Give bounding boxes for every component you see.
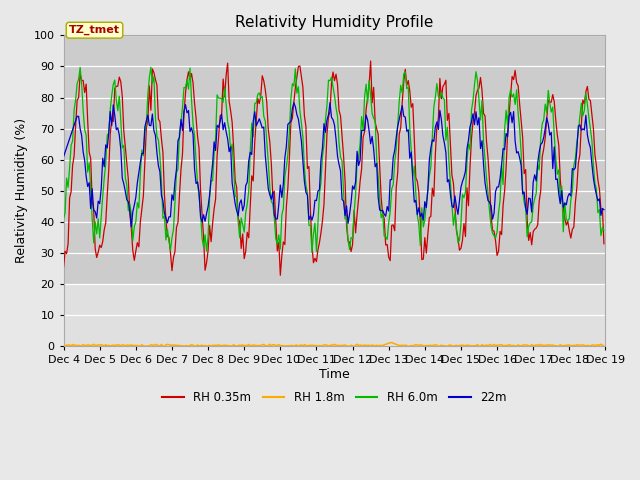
22m	[250, 118, 257, 124]
Line: RH 6.0m: RH 6.0m	[63, 67, 604, 252]
22m	[573, 146, 580, 152]
RH 6.0m	[250, 134, 257, 140]
22m	[222, 129, 230, 135]
RH 6.0m	[222, 101, 230, 107]
RH 1.8m	[241, 343, 248, 348]
Line: RH 0.35m: RH 0.35m	[63, 61, 604, 276]
RH 1.8m	[250, 342, 257, 348]
Legend: RH 0.35m, RH 1.8m, RH 6.0m, 22m: RH 0.35m, RH 1.8m, RH 6.0m, 22m	[157, 386, 511, 409]
RH 1.8m	[60, 343, 67, 348]
22m	[326, 100, 334, 106]
22m	[600, 207, 608, 213]
22m	[127, 224, 135, 230]
RH 6.0m	[241, 229, 248, 235]
Bar	[63, 284, 605, 347]
RH 1.8m	[127, 342, 135, 348]
X-axis label: Time: Time	[319, 368, 350, 381]
RH 6.0m	[147, 64, 155, 70]
Y-axis label: Relativity Humidity (%): Relativity Humidity (%)	[15, 118, 28, 264]
RH 1.8m	[222, 343, 230, 348]
RH 0.35m	[60, 264, 67, 270]
RH 0.35m	[239, 231, 246, 237]
22m	[60, 154, 67, 159]
Line: RH 1.8m: RH 1.8m	[63, 343, 604, 347]
22m	[241, 203, 248, 208]
RH 1.8m	[573, 342, 580, 348]
RH 6.0m	[573, 139, 580, 145]
RH 6.0m	[298, 120, 305, 126]
RH 6.0m	[60, 216, 67, 222]
RH 0.35m	[126, 211, 134, 216]
RH 0.35m	[367, 58, 374, 64]
22m	[298, 138, 305, 144]
RH 0.35m	[221, 94, 228, 99]
RH 6.0m	[126, 201, 134, 207]
RH 1.8m	[61, 344, 69, 349]
RH 0.35m	[276, 273, 284, 278]
RH 1.8m	[298, 342, 305, 348]
RH 0.35m	[573, 185, 580, 191]
RH 6.0m	[600, 228, 608, 233]
RH 0.35m	[600, 241, 608, 247]
RH 1.8m	[387, 340, 394, 346]
RH 6.0m	[308, 250, 316, 255]
RH 0.35m	[248, 173, 255, 179]
Text: TZ_tmet: TZ_tmet	[69, 25, 120, 36]
Line: 22m: 22m	[63, 103, 604, 227]
22m	[126, 207, 134, 213]
Title: Relativity Humidity Profile: Relativity Humidity Profile	[236, 15, 434, 30]
RH 0.35m	[298, 74, 305, 80]
RH 1.8m	[600, 343, 608, 349]
